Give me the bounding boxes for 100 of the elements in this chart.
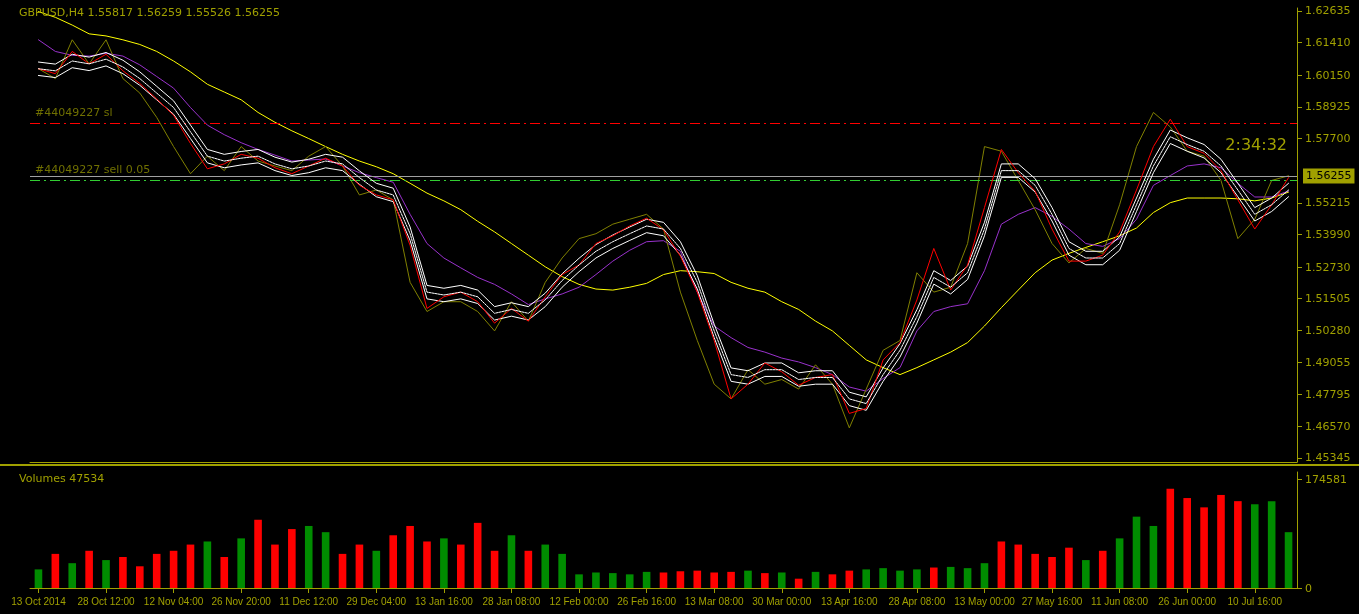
- bar: [744, 570, 752, 588]
- y-tick-label: 1.50280: [1305, 323, 1351, 337]
- bar: [372, 550, 381, 588]
- bar: [203, 541, 212, 588]
- y-tick-label: 1.52730: [1305, 260, 1351, 274]
- bar: [913, 569, 921, 588]
- bar: [558, 553, 566, 588]
- bar: [51, 553, 60, 588]
- bar: [304, 525, 313, 588]
- y-tick-label: 1.46570: [1305, 419, 1351, 433]
- x-tick-label: 28 Apr 08:00: [888, 595, 946, 607]
- bar: [1200, 507, 1208, 588]
- bar: [862, 569, 871, 588]
- x-tick-label: 13 Jan 16:00: [414, 595, 474, 607]
- bar: [34, 569, 43, 588]
- bar: [1115, 538, 1124, 588]
- bar: [642, 571, 651, 588]
- bar: [271, 544, 279, 588]
- bar: [963, 568, 972, 588]
- x-tick-label: 10 Jul 16:00: [1227, 595, 1283, 607]
- ref-line-label: #44049227 sell 0.05: [35, 163, 151, 177]
- bar: [524, 550, 533, 588]
- bar: [541, 544, 550, 588]
- bar: [1098, 550, 1107, 588]
- y-tick-label: 174581: [1305, 473, 1347, 487]
- bar: [997, 541, 1006, 588]
- bar: [1014, 544, 1023, 588]
- bar: [1267, 501, 1276, 588]
- y-tick-label: 1.51505: [1305, 292, 1351, 306]
- bar: [1149, 525, 1158, 588]
- bar: [946, 566, 955, 588]
- x-tick-label: 26 Feb 16:00: [617, 595, 677, 607]
- bar: [1166, 488, 1175, 588]
- bar: [440, 538, 448, 588]
- x-tick-label: 29 Dec 04:00: [346, 595, 407, 607]
- bar: [186, 544, 195, 588]
- bar: [1031, 553, 1039, 588]
- bar: [136, 566, 144, 588]
- bar: [321, 532, 330, 588]
- bar: [1250, 504, 1259, 588]
- bar: [1065, 547, 1073, 588]
- bar: [710, 572, 718, 588]
- bar: [811, 571, 820, 588]
- bar: [254, 519, 262, 588]
- bar: [355, 544, 364, 588]
- bar: [169, 550, 178, 588]
- bar: [676, 571, 685, 588]
- x-tick-label: 28 Oct 12:00: [77, 595, 136, 607]
- bar: [1183, 498, 1191, 588]
- bar: [625, 574, 634, 588]
- x-tick-label: 26 Nov 20:00: [211, 595, 272, 607]
- bar: [237, 538, 245, 588]
- bar: [389, 535, 398, 588]
- x-tick-label: 13 Oct 2014: [11, 595, 67, 607]
- y-tick-label: 1.62635: [1305, 4, 1351, 18]
- y-tick-label: 1.47795: [1305, 388, 1351, 402]
- x-tick-label: 11 Dec 12:00: [279, 595, 339, 607]
- bar: [102, 560, 110, 588]
- x-tick-label: 13 Mar 08:00: [684, 595, 745, 607]
- y-tick-label: 1.55215: [1305, 196, 1351, 210]
- x-tick-label: 28 Jan 08:00: [482, 595, 541, 607]
- bar: [879, 568, 887, 588]
- y-tick-label: 1.61410: [1305, 36, 1351, 50]
- y-tick-label: 1.53990: [1305, 227, 1351, 241]
- bar: [693, 570, 702, 588]
- bar: [592, 572, 600, 588]
- y-tick-label: 0: [1305, 581, 1312, 595]
- bar: [68, 563, 77, 588]
- bar: [1234, 501, 1242, 588]
- bar: [1217, 494, 1225, 588]
- x-tick-label: 13 May 00:00: [954, 595, 1016, 607]
- chart-title: GBPUSD,H4 1.55817 1.56259 1.55526 1.56255: [19, 6, 280, 19]
- bar: [896, 570, 904, 588]
- bar: [507, 535, 516, 588]
- bar: [220, 556, 229, 588]
- x-tick-label: 13 Apr 16:00: [820, 595, 879, 607]
- bar: [456, 544, 465, 588]
- chart-title: Volumes 47534: [19, 472, 105, 485]
- bar: [845, 570, 854, 588]
- bar: [659, 572, 668, 588]
- bar: [609, 573, 617, 588]
- bar: [406, 525, 414, 588]
- x-tick-label: 27 May 16:00: [1021, 595, 1083, 607]
- x-tick-label: 11 Jun 08:00: [1091, 595, 1149, 607]
- bar: [1284, 532, 1293, 588]
- y-tick-label: 1.60150: [1305, 68, 1351, 82]
- y-tick-label: 1.58925: [1305, 100, 1351, 114]
- bar: [1082, 560, 1090, 588]
- bar: [761, 573, 769, 588]
- bar: [423, 541, 431, 588]
- bar: [490, 550, 499, 588]
- bar: [575, 574, 583, 588]
- x-tick-label: 12 Nov 04:00: [143, 595, 204, 607]
- bar: [727, 571, 735, 588]
- bar: [338, 553, 347, 588]
- bar: [85, 550, 93, 588]
- bar: [119, 556, 127, 588]
- y-tick-label: 1.49055: [1305, 355, 1351, 369]
- ref-line-label: 1.56255: [1306, 169, 1352, 183]
- bar: [929, 567, 938, 588]
